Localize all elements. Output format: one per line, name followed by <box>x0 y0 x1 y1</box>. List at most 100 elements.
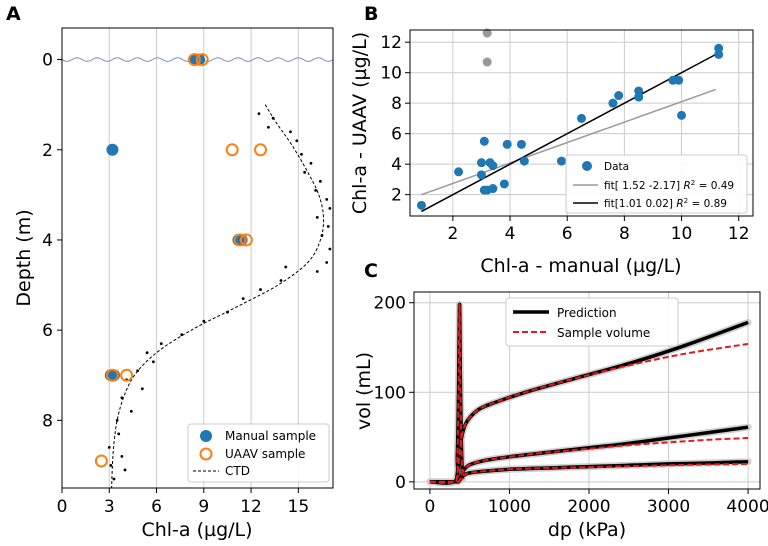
ctd-raw-point <box>303 170 307 174</box>
data-point <box>677 110 687 120</box>
outlier-point <box>482 28 492 38</box>
panel-c-ytick-label: 100 <box>374 383 406 403</box>
legend-fit1-eq: = <box>695 180 710 192</box>
uaav-sample-point <box>187 53 201 67</box>
ctd-raw-point <box>267 125 270 129</box>
panel-b-chart: 2 4 6 8 10 12 2 4 6 8 10 12 Chl-a - manual (µg/L) C… <box>349 28 754 277</box>
ctd-raw-point <box>309 161 313 165</box>
panel-a-ytick-label: 4 <box>42 231 53 251</box>
ctd-raw-point <box>279 279 283 282</box>
panel-c-chart: 0 1000 2000 3000 4000 0 100 200 dp (kPa) vol (m… <box>353 291 768 541</box>
panel-b-ytick-label: 4 <box>391 155 402 175</box>
sample-volume-line <box>455 342 749 482</box>
data-point <box>614 91 624 101</box>
panel-c-legend: Prediction Sample volume <box>505 297 679 347</box>
panel-c-legend-box <box>505 297 679 347</box>
data-point <box>476 170 486 180</box>
panel-b-xtick-label: 6 <box>562 224 573 244</box>
panel-b-ylabel: Chl-a - UAAV (µg/L) <box>349 32 371 214</box>
panel-a-ytick-label: 0 <box>42 51 53 71</box>
uaav-sample-point <box>233 233 247 247</box>
outlier-point <box>482 57 492 67</box>
legend-fit2-r2-symbol: R <box>676 198 683 210</box>
panel-c-ticks: 0 1000 2000 3000 4000 0 100 200 <box>374 294 768 517</box>
legend-fit1-r2-symbol: R <box>683 180 690 192</box>
legend-fit1-r2: 0.49 <box>711 180 734 192</box>
panel-a-data <box>94 53 332 489</box>
panel-c-data <box>426 300 752 487</box>
data-point <box>488 184 498 194</box>
panel-b-legend: Data fit[ 1.52 -2.17] R2 = 0.49 fit[1.01… <box>565 154 748 214</box>
panel-label-a: A <box>6 3 21 25</box>
panel-b-ytick-label: 12 <box>380 33 402 53</box>
ctd-raw-point <box>295 139 299 143</box>
panel-b-ytick-label: 6 <box>391 125 402 145</box>
ctd-fit-line <box>111 104 325 489</box>
ctd-raw-point <box>241 297 245 300</box>
panel-a-frame <box>61 27 334 489</box>
legend-data-marker <box>582 161 592 171</box>
ctd-raw-point <box>318 179 322 183</box>
panel-b-ytick-label: 8 <box>391 94 402 114</box>
panel-a-ytick-label: 2 <box>42 141 53 161</box>
panel-a-chart: 0 3 6 9 12 15 0 2 4 6 8 Chl-a (µg/L) Depth (m) Man… <box>13 27 334 541</box>
ctd-raw-point <box>120 396 124 400</box>
panel-a-xtick-label: 9 <box>198 497 209 517</box>
ctd-raw-point <box>117 432 121 436</box>
sample-volume-line <box>429 462 749 483</box>
ctd-raw-point <box>325 197 329 201</box>
panel-b-ytick-label: 10 <box>380 64 402 84</box>
panel-c-grid <box>414 292 760 489</box>
panel-c-ytick-label: 200 <box>374 294 406 314</box>
data-point <box>454 167 464 177</box>
ctd-raw-point <box>145 351 149 355</box>
ctd-raw-point <box>120 455 124 458</box>
ctd-raw-point <box>300 152 303 156</box>
panel-b-xtick-label: 2 <box>447 224 458 244</box>
uaav-sample-point <box>105 368 119 382</box>
ctd-raw-point <box>315 270 319 273</box>
legend-fit2-r2-exp: 2 <box>684 197 688 205</box>
uaav-sample-point <box>239 233 253 247</box>
panel-a-legend-box <box>187 423 330 483</box>
panel-a-ticks: 0 3 6 9 12 15 0 2 4 6 8 <box>42 51 309 517</box>
panel-b-legend-box <box>565 154 748 214</box>
legend-uaav-label: UAAV sample <box>225 447 305 461</box>
uaav-sample-point <box>254 143 268 157</box>
legend-fit1-text: fit[ 1.52 -2.17] <box>604 180 683 192</box>
panel-a-xtick-label: 3 <box>104 497 115 517</box>
manual-sample-point <box>106 143 119 156</box>
panel-b-xtick-label: 8 <box>619 224 630 244</box>
panel-b-xtick-label: 12 <box>728 224 750 244</box>
legend-fit1-r2-exp: 2 <box>691 179 695 187</box>
uaav-sample-point <box>195 53 209 67</box>
data-point <box>516 139 526 149</box>
ctd-raw-point <box>326 225 330 228</box>
panel-label-c: C <box>364 260 378 282</box>
panel-c-xtick-label: 4000 <box>726 497 768 517</box>
data-point <box>519 156 529 166</box>
panel-b-ytick-label: 2 <box>391 186 402 206</box>
ctd-raw-point <box>112 477 116 481</box>
panel-a-xlabel: Chl-a (µg/L) <box>141 519 252 541</box>
panel-b-data <box>416 28 724 213</box>
data-point <box>608 98 618 108</box>
ctd-raw-point <box>202 319 206 323</box>
panel-a-xtick-label: 6 <box>151 497 162 517</box>
data-point <box>674 75 684 85</box>
legend-fit2-r2: 0.89 <box>704 198 727 210</box>
panel-b-frame <box>409 29 754 217</box>
ctd-raw-point <box>289 130 292 134</box>
data-point <box>476 158 486 168</box>
legend-fit2-label: fit[1.01 0.02] R2 = 0.89 <box>604 197 727 210</box>
ctd-raw-point <box>328 247 332 251</box>
data-point <box>577 113 586 123</box>
legend-manual-label: Manual sample <box>225 429 316 443</box>
legend-ctd-label: CTD <box>225 464 250 478</box>
panel-a-xtick-label: 0 <box>57 497 68 517</box>
ctd-raw-point <box>123 468 127 472</box>
legend-fit2-text: fit[1.01 0.02] <box>604 198 676 210</box>
ctd-raw-point <box>259 288 262 291</box>
panel-c-xtick-label: 1000 <box>488 497 531 517</box>
